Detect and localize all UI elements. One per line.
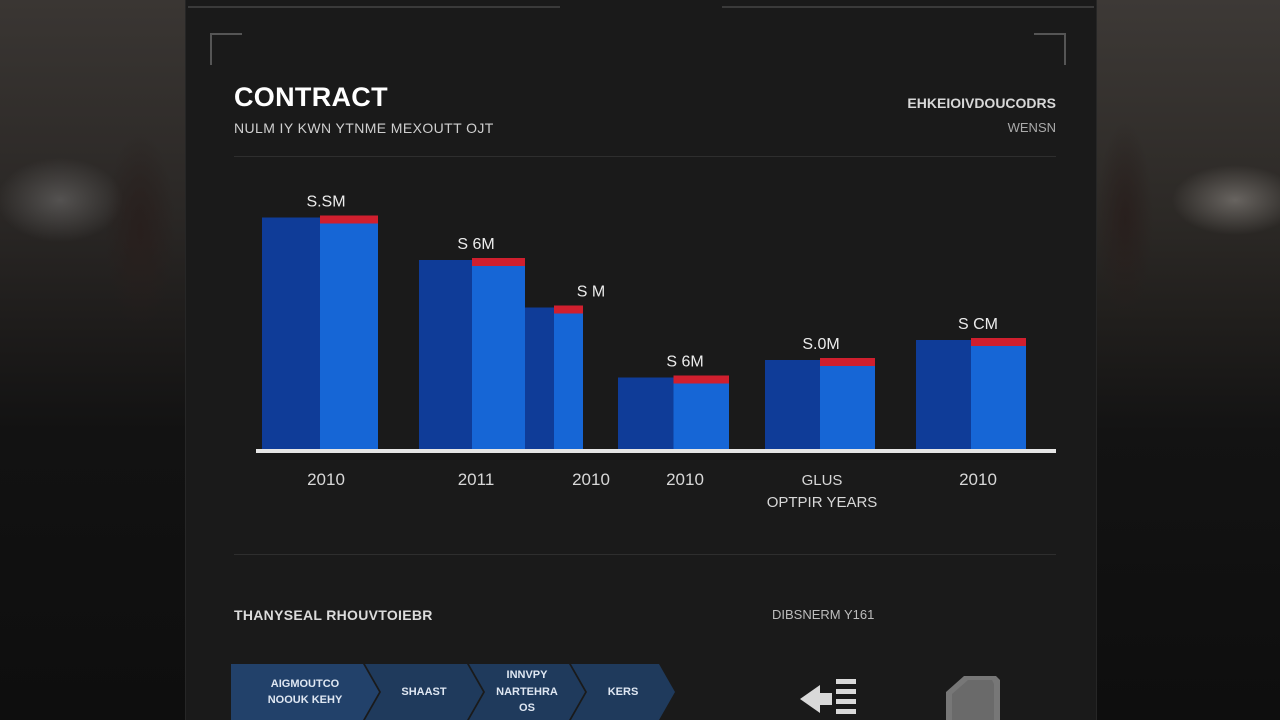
backdrop-left xyxy=(0,0,185,720)
step-3-line-1: INNVPY xyxy=(506,669,548,682)
bar-5-value-label: S.0M xyxy=(802,336,839,353)
section-divider xyxy=(234,554,1056,555)
bar-4-cap xyxy=(673,375,729,384)
bar-4-value-label: S 6M xyxy=(666,354,703,371)
step-3[interactable]: INNVPY NARTEHRA OS xyxy=(469,664,585,720)
step-2-line-1: SHAAST xyxy=(401,685,447,698)
footer-right-heading: DIBSNERM Y161 xyxy=(772,607,875,622)
x-tick-label-3: 2010 xyxy=(572,470,610,489)
step-4[interactable]: KERS xyxy=(571,664,675,720)
contract-bar-chart: S.SM S 6M S M S 6M S.0M S CM 2010 2011 2010 2010 G… xyxy=(256,194,1056,511)
x-tick-label-1: 2010 xyxy=(307,470,345,489)
x-tick-label-5-line-1: GLUS xyxy=(802,472,843,489)
header-right-subtitle: WENSN xyxy=(1007,120,1056,135)
header-divider xyxy=(234,156,1056,157)
bar-4-right xyxy=(673,377,729,450)
step-2[interactable]: SHAAST xyxy=(365,664,483,720)
bar-6-value-label: S CM xyxy=(958,316,998,333)
step-4-line-1: KERS xyxy=(607,685,639,698)
x-tick-label-2: 2011 xyxy=(458,470,495,489)
x-tick-label-4: 2010 xyxy=(666,470,704,489)
x-tick-label-5-line-2: OPTPIR YEARS xyxy=(767,494,878,511)
arrow-left-lines-icon[interactable] xyxy=(798,677,858,720)
bar-1-left xyxy=(262,217,320,450)
bar-4-left xyxy=(618,377,674,450)
bar-3-right xyxy=(554,307,583,450)
bar-2-cap xyxy=(472,258,525,266)
page-subtitle: NULM IY KWN YTNME MEXOUTT OJT xyxy=(234,120,494,136)
header-right-title: EHKEIOIVDOUCODRS xyxy=(907,95,1056,111)
contract-panel: CONTRACT NULM IY KWN YTNME MEXOUTT OJT E… xyxy=(185,0,1097,720)
bar-3-left xyxy=(525,307,554,450)
top-rule-right xyxy=(722,6,1094,8)
chart-baseline xyxy=(256,449,1056,453)
step-3-line-3: OS xyxy=(519,702,535,715)
step-1[interactable]: AIGMOUTCO NOOUK KEHY xyxy=(231,664,379,720)
bar-1-value-label: S.SM xyxy=(306,194,345,211)
bar-5-cap xyxy=(820,358,875,366)
process-steps: AIGMOUTCO NOOUK KEHY SHAAST INNVPY NARTE… xyxy=(231,664,681,720)
bar-1-right xyxy=(320,217,378,450)
corner-bracket-top-right xyxy=(1034,33,1066,65)
step-1-line-1: AIGMOUTCO xyxy=(270,677,340,690)
bar-2-left xyxy=(419,260,472,450)
bar-6-right xyxy=(971,340,1026,450)
bar-5-right xyxy=(820,360,875,450)
bar-3-value-label: S M xyxy=(577,284,605,301)
page-title: CONTRACT xyxy=(234,82,388,112)
bar-5-left xyxy=(765,360,820,450)
bar-6-cap xyxy=(971,338,1026,346)
bar-2-value-label: S 6M xyxy=(457,236,494,253)
footer-left-heading: THANYSEAL RHOUVTOIEBR xyxy=(234,607,433,623)
bar-6-left xyxy=(916,340,971,450)
step-1-line-2: NOOUK KEHY xyxy=(267,694,343,706)
bar-2-right xyxy=(472,260,525,450)
bar-3-cap xyxy=(554,305,583,314)
corner-bracket-top-left xyxy=(210,33,242,65)
tag-icon[interactable] xyxy=(938,672,1008,720)
backdrop-right xyxy=(1095,0,1280,720)
bar-1-cap xyxy=(320,215,378,224)
top-rule-left xyxy=(188,6,560,8)
x-tick-label-6: 2010 xyxy=(959,470,997,489)
step-3-line-2: NARTEHRA xyxy=(496,685,558,698)
